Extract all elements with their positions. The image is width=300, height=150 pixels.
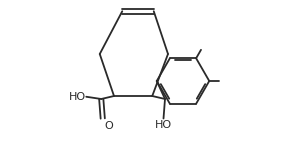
Text: HO: HO [155,120,172,130]
Text: HO: HO [68,92,86,102]
Text: O: O [105,121,113,131]
